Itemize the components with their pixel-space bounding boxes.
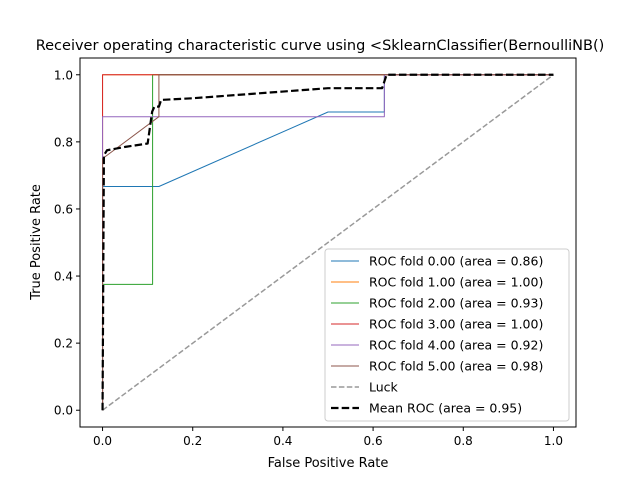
series-line-6 xyxy=(102,74,554,411)
legend-label-3: ROC fold 3.00 (area = 1.00) xyxy=(369,317,543,332)
plot-lines xyxy=(101,73,554,411)
x-tick-label: 0.4 xyxy=(273,434,292,448)
y-axis-ticks: 0.0 0.2 0.4 0.6 0.8 1.0 xyxy=(54,68,80,418)
x-tick-label: 1.0 xyxy=(544,434,563,448)
x-tick-label: 0.2 xyxy=(183,434,202,448)
y-tick-label: 0.2 xyxy=(54,337,73,351)
y-tick-label: 1.0 xyxy=(54,68,73,82)
x-axis-ticks: 0.0 0.2 0.4 0.6 0.8 1.0 xyxy=(93,427,563,448)
y-tick-label: 0.4 xyxy=(54,270,73,284)
y-tick-label: 0.6 xyxy=(54,202,73,216)
legend-label-5: ROC fold 5.00 (area = 0.98) xyxy=(369,359,543,374)
series-line-7 xyxy=(101,73,554,411)
plot-area-frame xyxy=(79,57,577,428)
x-tick-label: 0.8 xyxy=(454,434,473,448)
legend-label-1: ROC fold 1.00 (area = 1.00) xyxy=(369,275,543,290)
chart-title: Receiver operating characteristic curve … xyxy=(36,38,605,54)
x-tick-label: 0.6 xyxy=(364,434,383,448)
legend-label-4: ROC fold 4.00 (area = 0.92) xyxy=(369,338,543,353)
y-tick-label: 0.0 xyxy=(54,404,73,418)
x-axis-label: False Positive Rate xyxy=(268,456,389,471)
legend-label-6: Luck xyxy=(369,380,399,395)
y-tick-label: 0.8 xyxy=(54,135,73,149)
legend-label-2: ROC fold 2.00 (area = 0.93) xyxy=(369,296,543,311)
legend-label-0: ROC fold 0.00 (area = 0.86) xyxy=(369,254,543,269)
legend-frame xyxy=(324,248,570,422)
legend-label-7: Mean ROC (area = 0.95) xyxy=(369,401,522,416)
y-axis-label: True Positive Rate xyxy=(29,184,44,301)
x-tick-label: 0.0 xyxy=(93,434,112,448)
legend: ROC fold 0.00 (area = 0.86) ROC fold 1.00… xyxy=(324,248,570,422)
